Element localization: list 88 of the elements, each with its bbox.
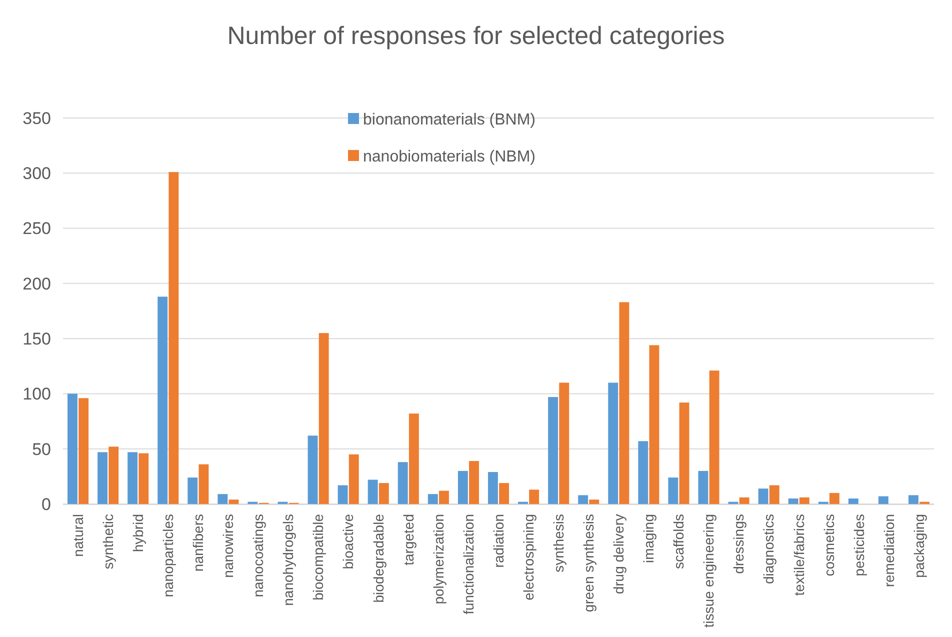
bar bbox=[108, 446, 119, 504]
x-tick-label: electrospining bbox=[520, 514, 536, 600]
x-tick-label: hybrid bbox=[130, 514, 146, 552]
y-tick-label: 250 bbox=[22, 219, 51, 238]
bar bbox=[78, 398, 89, 504]
x-tick-label: functionalization bbox=[460, 514, 476, 614]
y-tick-label: 300 bbox=[22, 164, 51, 184]
bar bbox=[378, 483, 389, 504]
bar bbox=[709, 370, 720, 504]
x-tick-label: targeted bbox=[400, 514, 416, 566]
bar bbox=[578, 495, 588, 504]
bar bbox=[408, 414, 419, 504]
bar bbox=[128, 452, 138, 504]
x-tick-label: radiation bbox=[490, 514, 506, 568]
bar bbox=[608, 382, 618, 504]
bar bbox=[188, 478, 198, 504]
x-tick-label: natural bbox=[70, 514, 86, 557]
bar bbox=[398, 462, 408, 504]
bar bbox=[368, 480, 378, 504]
bar bbox=[638, 441, 648, 504]
bar bbox=[529, 490, 540, 504]
x-tick-label: drug delivery bbox=[610, 514, 627, 594]
x-tick-label: dressings bbox=[730, 514, 747, 574]
bar bbox=[548, 397, 558, 504]
bar bbox=[98, 452, 108, 504]
bar bbox=[348, 454, 359, 504]
y-tick-label: 50 bbox=[32, 440, 51, 459]
x-tick-label: bioactive bbox=[340, 514, 356, 570]
bar bbox=[469, 460, 479, 504]
y-tick-label: 150 bbox=[22, 330, 51, 349]
bar bbox=[769, 485, 780, 504]
x-tick-label: nanoparticles bbox=[160, 514, 176, 598]
bar bbox=[308, 436, 318, 504]
x-tick-label: nanohydrogels bbox=[280, 514, 296, 606]
bar bbox=[338, 485, 348, 504]
bar bbox=[168, 172, 179, 504]
bar bbox=[788, 498, 798, 504]
bar bbox=[848, 498, 858, 504]
x-tick-label: tissue engineering bbox=[700, 514, 717, 628]
bar bbox=[559, 382, 570, 504]
bar bbox=[739, 497, 750, 504]
chart-title: Number of responses for selected categories bbox=[227, 22, 725, 50]
bar bbox=[649, 345, 660, 504]
bar bbox=[138, 453, 149, 504]
x-tick-label: remediation bbox=[880, 514, 897, 588]
x-tick-label: biodegradable bbox=[370, 514, 386, 603]
bar bbox=[488, 472, 498, 504]
x-tick-label: green synthesis bbox=[580, 514, 597, 612]
bar bbox=[619, 302, 630, 504]
x-tick-label: nanowires bbox=[220, 514, 236, 578]
bar bbox=[158, 296, 168, 504]
y-tick-label: 350 bbox=[22, 108, 51, 128]
x-tick-label: biocompatible bbox=[310, 514, 326, 600]
bar bbox=[428, 494, 438, 504]
bar bbox=[218, 494, 228, 504]
legend-label: nanobiomaterials (NBM) bbox=[363, 148, 536, 166]
x-tick-label: cosmetics bbox=[820, 514, 837, 576]
bar bbox=[228, 500, 239, 504]
bar bbox=[198, 464, 209, 504]
bar bbox=[758, 488, 768, 504]
x-tick-label: synthetic bbox=[100, 514, 116, 570]
bar bbox=[499, 483, 510, 504]
y-tick-label: 100 bbox=[22, 384, 51, 404]
legend-label: bionanomaterials (BNM) bbox=[363, 112, 536, 129]
bar bbox=[318, 333, 329, 504]
bar bbox=[799, 497, 810, 504]
bar bbox=[679, 402, 690, 504]
x-tick-label: pesticides bbox=[850, 514, 867, 576]
x-tick-label: nanocoatings bbox=[250, 514, 266, 598]
bar bbox=[878, 496, 888, 504]
bar bbox=[668, 478, 678, 504]
x-tick-label: textile/fabrics bbox=[790, 514, 807, 596]
y-tick-label: 200 bbox=[22, 274, 51, 294]
x-tick-label: synthesis bbox=[550, 514, 566, 572]
x-tick-label: scaffolds bbox=[670, 514, 687, 569]
x-tick-label: packaging bbox=[910, 514, 927, 578]
bar bbox=[68, 394, 78, 504]
x-tick-label: polymerization bbox=[430, 514, 446, 604]
bar bbox=[458, 470, 468, 504]
bar bbox=[589, 500, 600, 504]
bar bbox=[829, 492, 840, 504]
bar bbox=[908, 495, 918, 504]
x-tick-label: imaging bbox=[640, 514, 657, 564]
bar bbox=[698, 470, 708, 504]
bar bbox=[438, 490, 449, 504]
x-tick-label: nanfibers bbox=[190, 514, 206, 572]
x-tick-label: diagnostics bbox=[760, 514, 777, 584]
y-tick-label: 0 bbox=[42, 494, 51, 514]
